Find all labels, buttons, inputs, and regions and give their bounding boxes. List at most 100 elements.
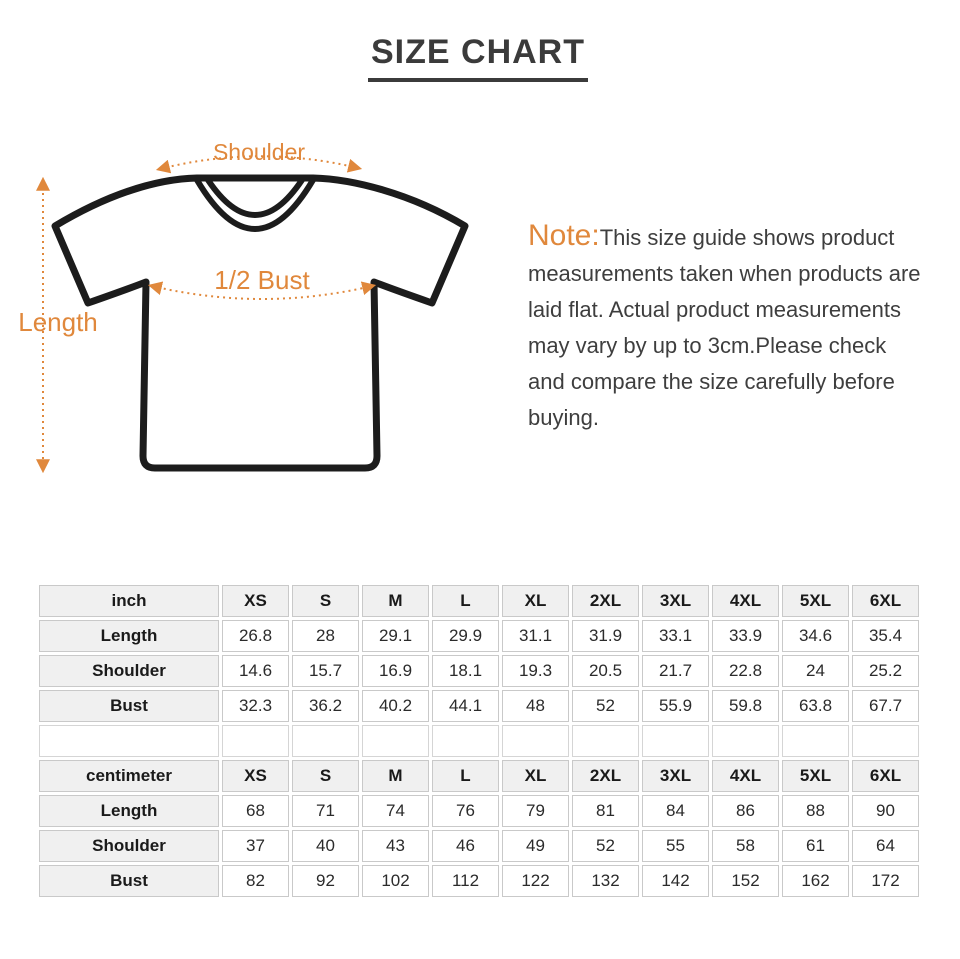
measurement-value-cell: 90 xyxy=(852,795,919,827)
measurement-value-cell: 14.6 xyxy=(222,655,289,687)
size-table-body: inch XS S M L XL 2XL 3XL 4XL 5XL 6XL Length 26.8 28 29… xyxy=(39,585,919,897)
size-header-row: centimeter XS S M L XL 2XL 3XL 4XL 5XL 6XL xyxy=(39,760,919,792)
size-column-header: 5XL xyxy=(782,760,849,792)
measurement-row: Bust 82 92 102 112 122 132 142 152 162 172 xyxy=(39,865,919,897)
note-block: Note:This size guide shows product measu… xyxy=(528,218,926,436)
size-column-header: 6XL xyxy=(852,760,919,792)
measurement-row: Shoulder 14.6 15.7 16.9 18.1 19.3 20.5 21.7 22.8… xyxy=(39,655,919,687)
measurement-value-cell: 86 xyxy=(712,795,779,827)
measurement-value-cell: 58 xyxy=(712,830,779,862)
measurement-value-cell: 43 xyxy=(362,830,429,862)
size-column-header: XS xyxy=(222,760,289,792)
collar-inner-line xyxy=(205,177,305,218)
size-column-header: L xyxy=(432,760,499,792)
measurement-value-cell: 26.8 xyxy=(222,620,289,652)
size-column-header: XS xyxy=(222,585,289,617)
measurement-value-cell: 55 xyxy=(642,830,709,862)
collar-outer-line xyxy=(194,177,316,232)
size-table: inch XS S M L XL 2XL 3XL 4XL 5XL 6XL Length 26.8 28 29… xyxy=(36,582,922,900)
measurement-value-cell: 92 xyxy=(292,865,359,897)
size-column-header: 6XL xyxy=(852,585,919,617)
measurement-row: Shoulder 37 40 43 46 49 52 55 58 61 64 xyxy=(39,830,919,862)
spacer-cell xyxy=(502,725,569,757)
size-column-header: 3XL xyxy=(642,760,709,792)
unit-label-cell: inch xyxy=(39,585,219,617)
spacer-cell xyxy=(572,725,639,757)
measurement-value-cell: 33.9 xyxy=(712,620,779,652)
measurement-value-cell: 152 xyxy=(712,865,779,897)
measurement-label-cell: Shoulder xyxy=(39,655,219,687)
measurement-value-cell: 35.4 xyxy=(852,620,919,652)
measurement-row: Length 26.8 28 29.1 29.9 31.1 31.9 33.1 33.9 34.6… xyxy=(39,620,919,652)
tshirt-measurement-diagram: Shoulder 1/2 Bust Length xyxy=(18,139,469,474)
measurement-row: Length 68 71 74 76 79 81 84 86 88 90 xyxy=(39,795,919,827)
measurement-value-cell: 36.2 xyxy=(292,690,359,722)
size-header-row: inch XS S M L XL 2XL 3XL 4XL 5XL 6XL xyxy=(39,585,919,617)
size-column-header: S xyxy=(292,585,359,617)
size-table-section: inch XS S M L XL 2XL 3XL 4XL 5XL 6XL Length 26.8 28 29… xyxy=(36,582,922,900)
measurement-value-cell: 122 xyxy=(502,865,569,897)
measurement-value-cell: 19.3 xyxy=(502,655,569,687)
measurement-value-cell: 88 xyxy=(782,795,849,827)
size-column-header: M xyxy=(362,760,429,792)
measurement-value-cell: 172 xyxy=(852,865,919,897)
spacer-cell xyxy=(642,725,709,757)
measurement-value-cell: 25.2 xyxy=(852,655,919,687)
spacer-cell xyxy=(782,725,849,757)
measurement-value-cell: 44.1 xyxy=(432,690,499,722)
measurement-value-cell: 112 xyxy=(432,865,499,897)
measurement-row: Bust 32.3 36.2 40.2 44.1 48 52 55.9 59.8 63.8 67.7 xyxy=(39,690,919,722)
size-column-header: 4XL xyxy=(712,585,779,617)
unit-label-cell: centimeter xyxy=(39,760,219,792)
spacer-cell xyxy=(362,725,429,757)
size-column-header: 2XL xyxy=(572,585,639,617)
measurement-value-cell: 32.3 xyxy=(222,690,289,722)
measurement-value-cell: 82 xyxy=(222,865,289,897)
measurement-value-cell: 52 xyxy=(572,830,639,862)
measurement-value-cell: 18.1 xyxy=(432,655,499,687)
measurement-value-cell: 68 xyxy=(222,795,289,827)
note-text: This size guide shows product measuremen… xyxy=(528,225,921,430)
measurement-value-cell: 49 xyxy=(502,830,569,862)
spacer-row xyxy=(39,725,919,757)
length-label: Length xyxy=(18,307,98,337)
measurement-value-cell: 67.7 xyxy=(852,690,919,722)
measurement-label-cell: Length xyxy=(39,795,219,827)
bust-label: 1/2 Bust xyxy=(214,265,310,295)
measurement-value-cell: 40.2 xyxy=(362,690,429,722)
measurement-value-cell: 33.1 xyxy=(642,620,709,652)
spacer-cell xyxy=(292,725,359,757)
measurement-value-cell: 71 xyxy=(292,795,359,827)
measurement-value-cell: 28 xyxy=(292,620,359,652)
page-title: SIZE CHART xyxy=(368,33,588,82)
measurement-value-cell: 15.7 xyxy=(292,655,359,687)
measurement-value-cell: 74 xyxy=(362,795,429,827)
measurement-value-cell: 48 xyxy=(502,690,569,722)
spacer-cell xyxy=(222,725,289,757)
spacer-cell xyxy=(39,725,219,757)
measurement-value-cell: 37 xyxy=(222,830,289,862)
measurement-value-cell: 29.1 xyxy=(362,620,429,652)
size-column-header: 3XL xyxy=(642,585,709,617)
size-column-header: XL xyxy=(502,760,569,792)
measurement-value-cell: 34.6 xyxy=(782,620,849,652)
measurement-value-cell: 31.1 xyxy=(502,620,569,652)
measurement-value-cell: 59.8 xyxy=(712,690,779,722)
measurement-value-cell: 46 xyxy=(432,830,499,862)
measurement-value-cell: 64 xyxy=(852,830,919,862)
measurement-value-cell: 61 xyxy=(782,830,849,862)
note-prefix: Note: xyxy=(528,219,600,252)
shoulder-arrow xyxy=(155,155,363,174)
measurement-value-cell: 24 xyxy=(782,655,849,687)
tshirt-outline xyxy=(51,174,469,472)
measurement-value-cell: 84 xyxy=(642,795,709,827)
measurement-value-cell: 79 xyxy=(502,795,569,827)
spacer-cell xyxy=(432,725,499,757)
shoulder-label: Shoulder xyxy=(213,139,305,165)
measurement-value-cell: 63.8 xyxy=(782,690,849,722)
measurement-value-cell: 22.8 xyxy=(712,655,779,687)
title-bar: SIZE CHART xyxy=(0,33,956,82)
size-column-header: L xyxy=(432,585,499,617)
size-column-header: S xyxy=(292,760,359,792)
